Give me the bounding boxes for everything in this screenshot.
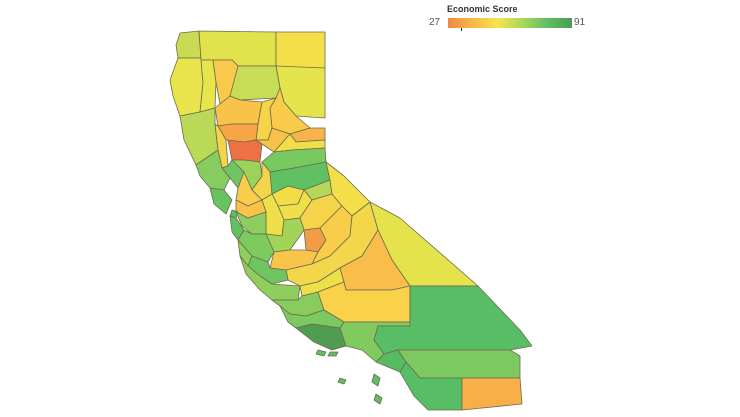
- region-modoc[interactable]: [275, 31, 326, 69]
- region-imperial[interactable]: [461, 377, 523, 411]
- legend-max-label: 91: [574, 17, 586, 28]
- color-legend: Economic Score 27 91: [420, 4, 590, 34]
- region-tehama[interactable]: [229, 65, 281, 101]
- legend-title: Economic Score: [447, 4, 518, 14]
- region-marin[interactable]: [209, 187, 233, 215]
- region-humboldt[interactable]: [169, 57, 204, 117]
- region-ventura[interactable]: [295, 323, 347, 351]
- legend-gradient-bar: [448, 18, 572, 28]
- region-del-norte[interactable]: [175, 30, 202, 59]
- region-sutter[interactable]: [227, 139, 263, 163]
- region-channel-islands[interactable]: [327, 351, 339, 357]
- legend-marker: [461, 28, 462, 31]
- region-trinity[interactable]: [199, 59, 217, 113]
- region-channel-islands[interactable]: [373, 393, 383, 405]
- region-channel-islands[interactable]: [315, 349, 327, 357]
- region-monterey[interactable]: [239, 255, 301, 301]
- region-channel-islands[interactable]: [371, 373, 381, 387]
- legend-min-label: 27: [429, 17, 441, 28]
- region-channel-islands[interactable]: [337, 377, 347, 385]
- region-sonoma[interactable]: [195, 149, 231, 191]
